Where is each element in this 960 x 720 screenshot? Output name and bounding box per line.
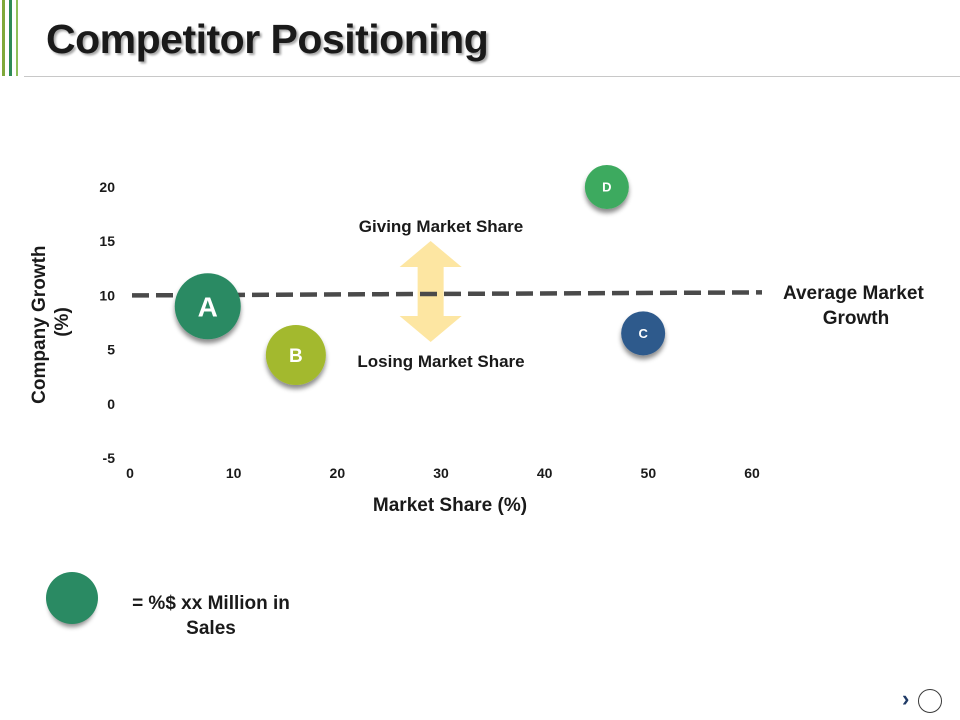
legend-bubble — [46, 572, 98, 624]
y-axis-label: Company Growth (%) — [29, 240, 73, 404]
accent-bar-2 — [9, 0, 12, 76]
x-tick-label: 50 — [641, 465, 657, 481]
y-tick-label: 15 — [99, 233, 115, 249]
annotation-giving-market-share: Giving Market Share — [359, 217, 523, 236]
x-tick-label: 10 — [226, 465, 242, 481]
bubble-d: D — [584, 165, 629, 209]
bubble-label: A — [198, 291, 218, 322]
x-tick-label: 30 — [433, 465, 449, 481]
annotation-losing-market-share: Losing Market Share — [357, 352, 524, 371]
chevron-right-icon: › — [902, 686, 910, 711]
title-divider — [24, 76, 960, 77]
legend-text: = %$ xx Million in Sales — [132, 593, 290, 639]
x-tick-label: 60 — [744, 465, 760, 481]
y-tick-label: 10 — [99, 287, 115, 303]
bubble-b: B — [265, 325, 326, 386]
double-arrow-icon — [399, 241, 462, 342]
next-slide-button[interactable]: › — [902, 686, 946, 714]
x-axis-label: Market Share (%) — [373, 495, 527, 516]
accent-bar-1 — [2, 0, 5, 76]
y-tick-label: -5 — [103, 450, 116, 466]
bubble-label: D — [602, 180, 611, 195]
x-tick-label: 40 — [537, 465, 553, 481]
bubble-c: C — [621, 311, 666, 356]
bubble-a: A — [174, 273, 241, 340]
reference-line-label: Average Market Growth — [783, 283, 929, 329]
page-title: Competitor Positioning — [46, 16, 489, 62]
accent-bar-3 — [16, 0, 18, 76]
bubble-label: C — [638, 326, 648, 341]
bubble-label: B — [289, 346, 303, 367]
y-tick-label: 20 — [99, 179, 115, 195]
x-tick-label: 20 — [330, 465, 346, 481]
y-tick-label: 5 — [107, 342, 115, 358]
x-tick-label: 0 — [126, 465, 134, 481]
y-tick-label: 0 — [107, 396, 115, 412]
circle-icon — [918, 689, 942, 713]
